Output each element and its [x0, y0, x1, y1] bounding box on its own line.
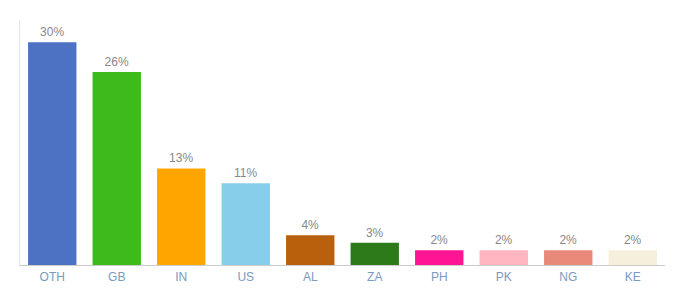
- svg-text:2%: 2%: [430, 233, 448, 247]
- svg-text:US: US: [237, 270, 254, 284]
- svg-text:ZA: ZA: [367, 270, 382, 284]
- svg-text:3%: 3%: [366, 226, 384, 240]
- svg-text:13%: 13%: [169, 151, 193, 165]
- svg-text:GB: GB: [108, 270, 125, 284]
- svg-text:AL: AL: [303, 270, 318, 284]
- svg-text:PK: PK: [496, 270, 512, 284]
- svg-text:4%: 4%: [301, 218, 319, 232]
- svg-text:NG: NG: [559, 270, 577, 284]
- svg-text:11%: 11%: [234, 166, 257, 180]
- svg-text:OTH: OTH: [40, 270, 65, 284]
- svg-text:2%: 2%: [495, 233, 513, 247]
- svg-text:30%: 30%: [40, 25, 64, 39]
- svg-text:2%: 2%: [559, 233, 577, 247]
- svg-text:2%: 2%: [624, 233, 642, 247]
- svg-text:PH: PH: [431, 270, 448, 284]
- svg-text:26%: 26%: [105, 55, 129, 69]
- svg-text:KE: KE: [625, 270, 641, 284]
- svg-text:IN: IN: [175, 270, 187, 284]
